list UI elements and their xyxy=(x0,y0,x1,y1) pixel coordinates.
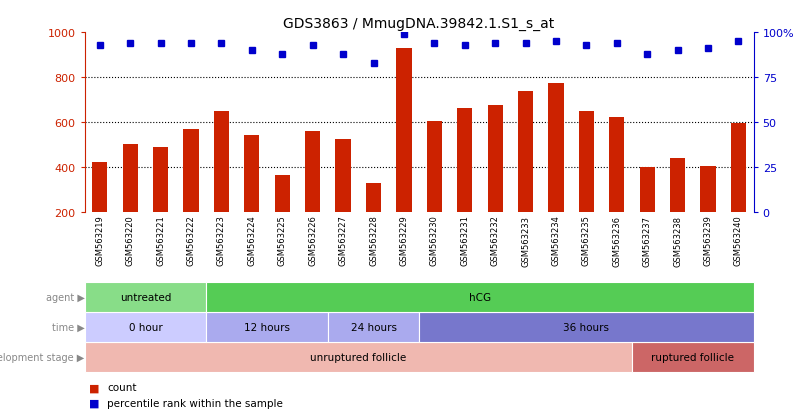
Text: 36 hours: 36 hours xyxy=(563,322,609,332)
Bar xyxy=(548,83,563,212)
Text: hCG: hCG xyxy=(469,292,491,302)
Text: ■: ■ xyxy=(89,398,99,408)
Bar xyxy=(419,312,754,342)
Bar xyxy=(518,91,533,212)
Text: count: count xyxy=(107,382,137,392)
Text: 0 hour: 0 hour xyxy=(129,322,162,332)
Bar xyxy=(670,159,685,212)
Bar xyxy=(488,106,503,212)
Bar xyxy=(731,124,746,212)
Bar xyxy=(275,175,290,212)
Text: percentile rank within the sample: percentile rank within the sample xyxy=(107,398,283,408)
Bar xyxy=(640,168,654,212)
Bar xyxy=(335,140,351,212)
Bar xyxy=(214,112,229,212)
Text: time ▶: time ▶ xyxy=(52,322,85,332)
Text: agent ▶: agent ▶ xyxy=(46,292,85,302)
Bar xyxy=(609,118,625,212)
Bar xyxy=(366,183,381,212)
Bar xyxy=(579,112,594,212)
Title: GDS3863 / MmugDNA.39842.1.S1_s_at: GDS3863 / MmugDNA.39842.1.S1_s_at xyxy=(284,17,555,31)
Bar xyxy=(85,282,206,312)
Text: unruptured follicle: unruptured follicle xyxy=(310,352,406,362)
Bar xyxy=(184,129,198,212)
Text: 24 hours: 24 hours xyxy=(351,322,397,332)
Text: ruptured follicle: ruptured follicle xyxy=(651,352,734,362)
Bar xyxy=(85,312,206,342)
Bar xyxy=(206,312,328,342)
Text: untreated: untreated xyxy=(120,292,171,302)
Bar xyxy=(700,166,716,212)
Text: 12 hours: 12 hours xyxy=(244,322,290,332)
Bar xyxy=(328,312,419,342)
Bar xyxy=(305,132,320,212)
Bar xyxy=(85,342,632,372)
Text: ■: ■ xyxy=(89,382,99,392)
Bar xyxy=(457,109,472,212)
Bar xyxy=(632,342,754,372)
Bar xyxy=(92,163,107,212)
Bar xyxy=(397,49,412,212)
Text: development stage ▶: development stage ▶ xyxy=(0,352,85,362)
Bar xyxy=(153,147,168,212)
Bar xyxy=(123,145,138,212)
Bar xyxy=(206,282,754,312)
Bar xyxy=(244,136,260,212)
Bar xyxy=(426,121,442,212)
